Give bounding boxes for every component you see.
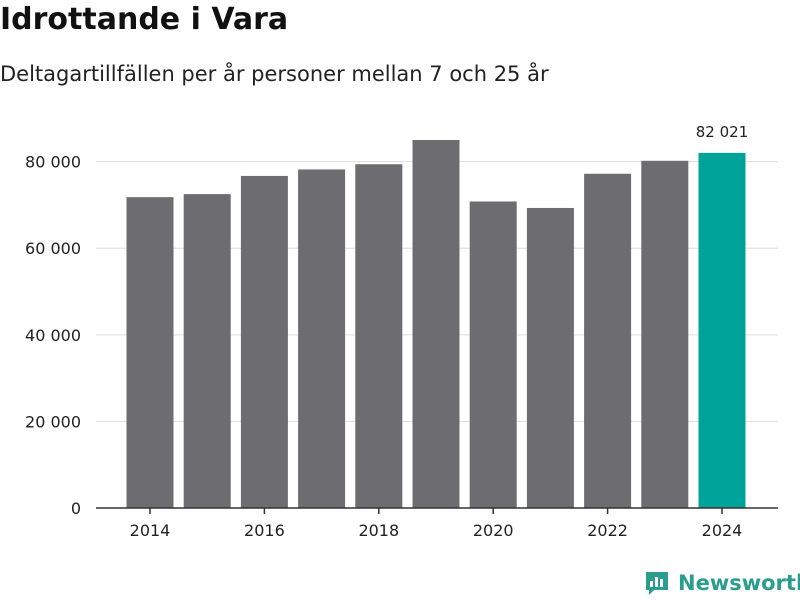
- x-tick-label: 2024: [702, 521, 743, 540]
- y-tick-label: 80 000: [25, 153, 81, 172]
- bar: [183, 194, 231, 508]
- x-tick-label: 2014: [130, 521, 171, 540]
- bar: [412, 140, 460, 508]
- x-tick-label: 2020: [473, 521, 514, 540]
- bar: [584, 173, 632, 508]
- x-tick-label: 2022: [587, 521, 628, 540]
- newsworthy-logo-icon: [646, 572, 668, 595]
- bar: [641, 160, 689, 508]
- y-tick-label: 60 000: [25, 239, 81, 258]
- x-tick-label: 2018: [358, 521, 399, 540]
- x-tick-label: 2016: [244, 521, 285, 540]
- brand: Newsworthy: [644, 570, 800, 596]
- y-tick-label: 20 000: [25, 412, 81, 431]
- chart-subtitle: Deltagartillfällen per år personer mella…: [0, 62, 549, 86]
- bar: [469, 201, 517, 508]
- bar-chart: 0 20 000 40 000 60 000 80 000 82 021 2014 2016 2…: [25, 123, 778, 540]
- bar: [355, 164, 403, 509]
- y-tick-label: 0: [71, 499, 81, 518]
- bar: [298, 169, 346, 508]
- y-tick-label: 40 000: [25, 326, 81, 345]
- brand-name: Newsworthy: [678, 571, 800, 595]
- bar: [526, 207, 574, 508]
- chart-title: Idrottande i Vara: [0, 2, 289, 37]
- bar: [240, 175, 288, 508]
- bar: [126, 197, 174, 508]
- bar-highlight: [698, 152, 746, 508]
- data-label: 82 021: [696, 123, 749, 141]
